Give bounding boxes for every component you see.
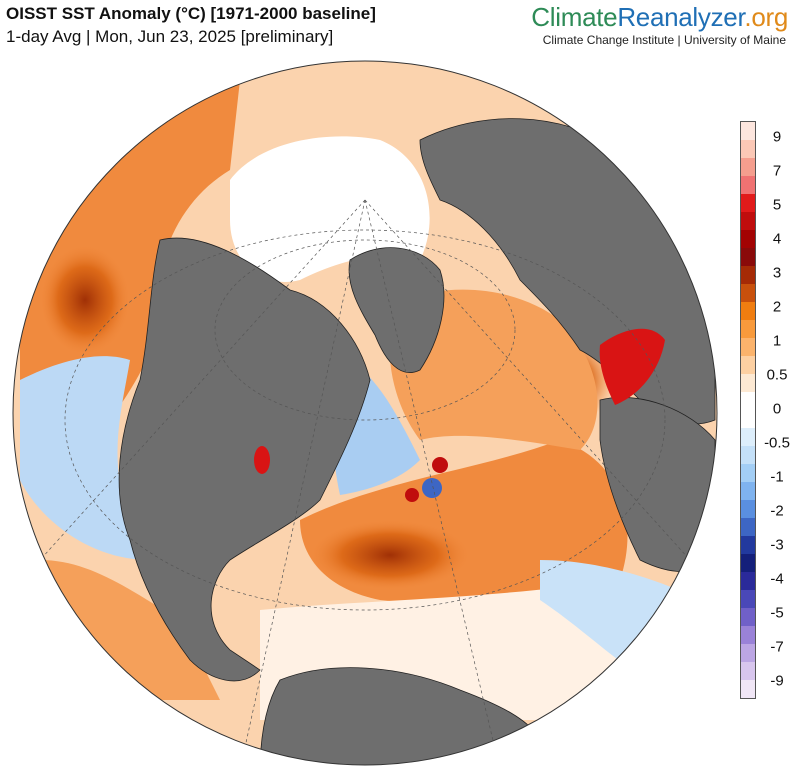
colorbar-tick-label: 7	[772, 162, 782, 180]
colorbar-swatch	[741, 212, 755, 230]
colorbar-tick-label: -7	[770, 638, 784, 656]
colorbar-swatch	[741, 356, 755, 374]
colorbar-swatch	[741, 248, 755, 266]
colorbar-swatch	[741, 302, 755, 320]
atlantic-warm-pool	[310, 520, 470, 590]
colorbar	[740, 121, 756, 699]
colorbar-swatch	[741, 590, 755, 608]
colorbar-tick-label: -5	[770, 604, 784, 622]
africa	[599, 397, 716, 572]
colorbar-tick-label: 4	[772, 230, 782, 248]
colorbar-tick-label: -0.5	[764, 434, 790, 452]
colorbar-swatch	[741, 482, 755, 500]
colorbar-swatch	[741, 230, 755, 248]
colorbar-swatch	[741, 266, 755, 284]
colorbar-swatch	[741, 608, 755, 626]
pacific-cool-band	[20, 356, 150, 560]
colorbar-swatch	[741, 284, 755, 302]
colorbar-swatch	[741, 680, 755, 698]
colorbar-tick-label: -3	[770, 536, 784, 554]
mediterranean-hot	[599, 328, 665, 405]
great-lakes	[254, 446, 270, 474]
colorbar-tick-label: 0	[772, 400, 782, 418]
colorbar-swatch	[741, 662, 755, 680]
colorbar-swatch	[741, 536, 755, 554]
arctic-sea-ice	[230, 136, 430, 282]
graticule-line	[64, 229, 666, 611]
colorbar-swatch	[741, 644, 755, 662]
graticule-line	[364, 199, 501, 765]
colorbar-swatch	[741, 194, 755, 212]
colorbar-swatch	[741, 374, 755, 392]
colorbar-labels: 9 7 5 4 3 2 1 0.5 0 -0.5 -1 -2 -3 -4 -5 -7 -9	[760, 121, 800, 697]
colorbar-swatch	[741, 500, 755, 518]
colorbar-tick-label: -9	[770, 672, 784, 690]
warm-eddy	[405, 488, 419, 502]
colorbar-swatch	[741, 464, 755, 482]
map-title: OISST SST Anomaly (°C) [1971-2000 baseli…	[6, 4, 376, 23]
colorbar-swatch	[741, 410, 755, 428]
colorbar-tick-label: -1	[770, 468, 784, 486]
colorbar-swatch	[741, 572, 755, 590]
brand-tagline: Climate Change Institute | University of…	[542, 33, 786, 47]
globe-outline	[12, 60, 718, 766]
colorbar-swatch	[741, 626, 755, 644]
colorbar-tick-label: -4	[770, 570, 784, 588]
colorbar-swatch	[741, 122, 755, 140]
globe-map	[12, 60, 718, 766]
warm-eddy	[432, 457, 448, 473]
colorbar-tick-label: 2	[772, 298, 782, 316]
colorbar-swatch	[741, 140, 755, 158]
pacific-warm-pool	[40, 245, 130, 355]
colorbar-swatch	[741, 158, 755, 176]
map-subtitle: 1-day Avg | Mon, Jun 23, 2025 [prelimina…	[6, 27, 334, 46]
greenland	[348, 247, 445, 373]
colorbar-tick-label: -2	[770, 502, 784, 520]
colorbar-swatch	[741, 320, 755, 338]
graticule-line	[214, 239, 516, 421]
colorbar-tick-label: 1	[772, 332, 782, 350]
northeast-atlantic	[389, 289, 598, 450]
colorbar-swatch	[741, 392, 755, 410]
colorbar-swatch	[741, 176, 755, 194]
colorbar-tick-label: 0.5	[766, 366, 788, 384]
colorbar-swatch	[741, 428, 755, 446]
colorbar-tick-label: 9	[772, 128, 782, 146]
colorbar-tick-label: 3	[772, 264, 782, 282]
colorbar-tick-label: 5	[772, 196, 782, 214]
cold-eddy	[422, 478, 442, 498]
brand-logo[interactable]: ClimateReanalyzer.org	[531, 2, 788, 32]
graticule-line	[239, 199, 366, 765]
south-america	[259, 667, 541, 765]
colorbar-swatch	[741, 518, 755, 536]
graticule-line	[39, 199, 366, 561]
colorbar-swatch	[741, 554, 755, 572]
graticule-line	[364, 199, 691, 561]
colorbar-swatch	[741, 446, 755, 464]
colorbar-swatch	[741, 338, 755, 356]
